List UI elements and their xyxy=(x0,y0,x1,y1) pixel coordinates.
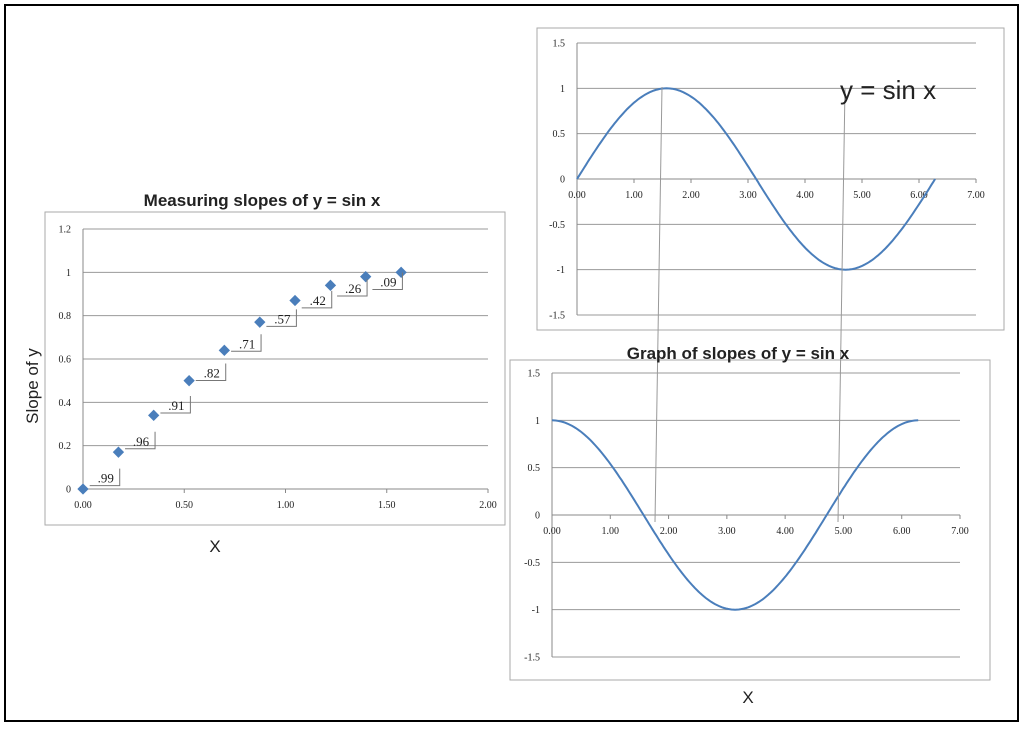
chart2-x-tick: 6.00 xyxy=(910,190,928,201)
chart3-y-tick: 1 xyxy=(535,416,540,427)
chart3-frame xyxy=(509,359,991,681)
chart2-x-tick: 7.00 xyxy=(967,190,985,201)
data-point xyxy=(395,266,407,278)
slope-bracket xyxy=(195,363,227,381)
chart2-x-tick: 5.00 xyxy=(853,190,871,201)
chart3-y-tick: 1.5 xyxy=(528,369,541,380)
connector-line xyxy=(654,86,663,523)
slope-label: .82 xyxy=(204,366,220,381)
data-point xyxy=(254,316,266,328)
chart2-y-tick: 1.5 xyxy=(553,39,566,50)
slope-bracket xyxy=(125,431,156,450)
chart2-y-tick: 0.5 xyxy=(553,129,566,140)
chart1-y-tick: 0.2 xyxy=(59,441,72,452)
chart3-x-tick: 3.00 xyxy=(718,526,736,537)
slope-label: .71 xyxy=(239,336,255,351)
chart3-x-tick: 2.00 xyxy=(660,526,678,537)
chart2-x-tick: 4.00 xyxy=(796,190,814,201)
slope-bracket xyxy=(337,279,368,297)
slope-bracket xyxy=(160,396,191,414)
slope-bracket xyxy=(89,468,121,487)
chart2-x-tick: 1.00 xyxy=(625,190,643,201)
chart1-x-tick: 0.50 xyxy=(176,500,194,511)
slope-bracket xyxy=(301,290,333,309)
chart3-x-tick: 1.00 xyxy=(602,526,620,537)
slope-label: .91 xyxy=(168,398,184,413)
chart3-x-tick: 0.00 xyxy=(543,526,561,537)
chart1-x-tick: 1.00 xyxy=(277,500,295,511)
chart2-x-tick: 2.00 xyxy=(682,190,700,201)
slope-label: .09 xyxy=(380,275,396,290)
chart1-y-tick: 0 xyxy=(66,485,71,496)
chart3-x-tick: 7.00 xyxy=(951,526,969,537)
chart2-line xyxy=(576,87,936,271)
chart2-x-tick: 0.00 xyxy=(568,190,586,201)
chart2-y-tick: -0.5 xyxy=(549,220,565,231)
data-point xyxy=(148,409,160,421)
data-point xyxy=(289,294,301,307)
slope-bracket xyxy=(266,309,297,327)
chart3-xlabel: X xyxy=(742,688,753,707)
outer-border xyxy=(4,4,1019,722)
chart1-y-tick: 1 xyxy=(66,268,71,279)
chart1-y-tick: 1.2 xyxy=(59,225,72,236)
chart2-y-tick: 0 xyxy=(560,175,565,186)
slope-bracket xyxy=(231,334,262,352)
chart2-annotation: y = sin x xyxy=(840,75,936,105)
chart1-frame xyxy=(44,211,506,526)
slope-label: .26 xyxy=(345,281,362,296)
slope-label: .57 xyxy=(274,311,291,326)
slope-label: .96 xyxy=(133,434,150,449)
chart3-y-tick: -1.5 xyxy=(524,653,540,664)
chart3-x-tick: 5.00 xyxy=(835,526,853,537)
chart3-x-tick: 6.00 xyxy=(893,526,911,537)
chart2-y-tick: 1 xyxy=(560,84,565,95)
chart3-y-tick: 0 xyxy=(535,511,540,522)
chart3-y-tick: -0.5 xyxy=(524,558,540,569)
chart3-x-tick: 4.00 xyxy=(776,526,794,537)
chart3-y-tick: -1 xyxy=(532,605,540,616)
chart3-y-tick: 0.5 xyxy=(528,463,541,474)
chart1-xlabel: X xyxy=(209,537,220,556)
chart1-y-tick: 0.8 xyxy=(59,311,72,322)
data-point xyxy=(360,271,372,283)
chart1-ylabel: Slope of y xyxy=(23,348,42,424)
chart1-y-tick: 0.4 xyxy=(59,398,72,409)
chart1-x-tick: 1.50 xyxy=(378,500,396,511)
chart2-y-tick: -1 xyxy=(557,265,565,276)
chart2-x-tick: 3.00 xyxy=(739,190,757,201)
chart3-title: Graph of slopes of y = sin x xyxy=(627,344,850,363)
chart2-y-tick: -1.5 xyxy=(549,311,565,322)
connector-line xyxy=(837,87,846,523)
data-point xyxy=(183,375,195,387)
slope-label: .99 xyxy=(98,471,114,486)
slope-bracket xyxy=(372,272,403,290)
chart3-line xyxy=(551,419,919,611)
chart1-x-tick: 0.00 xyxy=(74,500,92,511)
chart1-y-tick: 0.6 xyxy=(59,355,72,366)
data-point xyxy=(324,279,337,291)
slope-label: .42 xyxy=(310,293,326,308)
chart1-x-tick: 2.00 xyxy=(479,500,497,511)
data-point xyxy=(218,344,231,356)
chart1-title: Measuring slopes of y = sin x xyxy=(144,191,381,210)
